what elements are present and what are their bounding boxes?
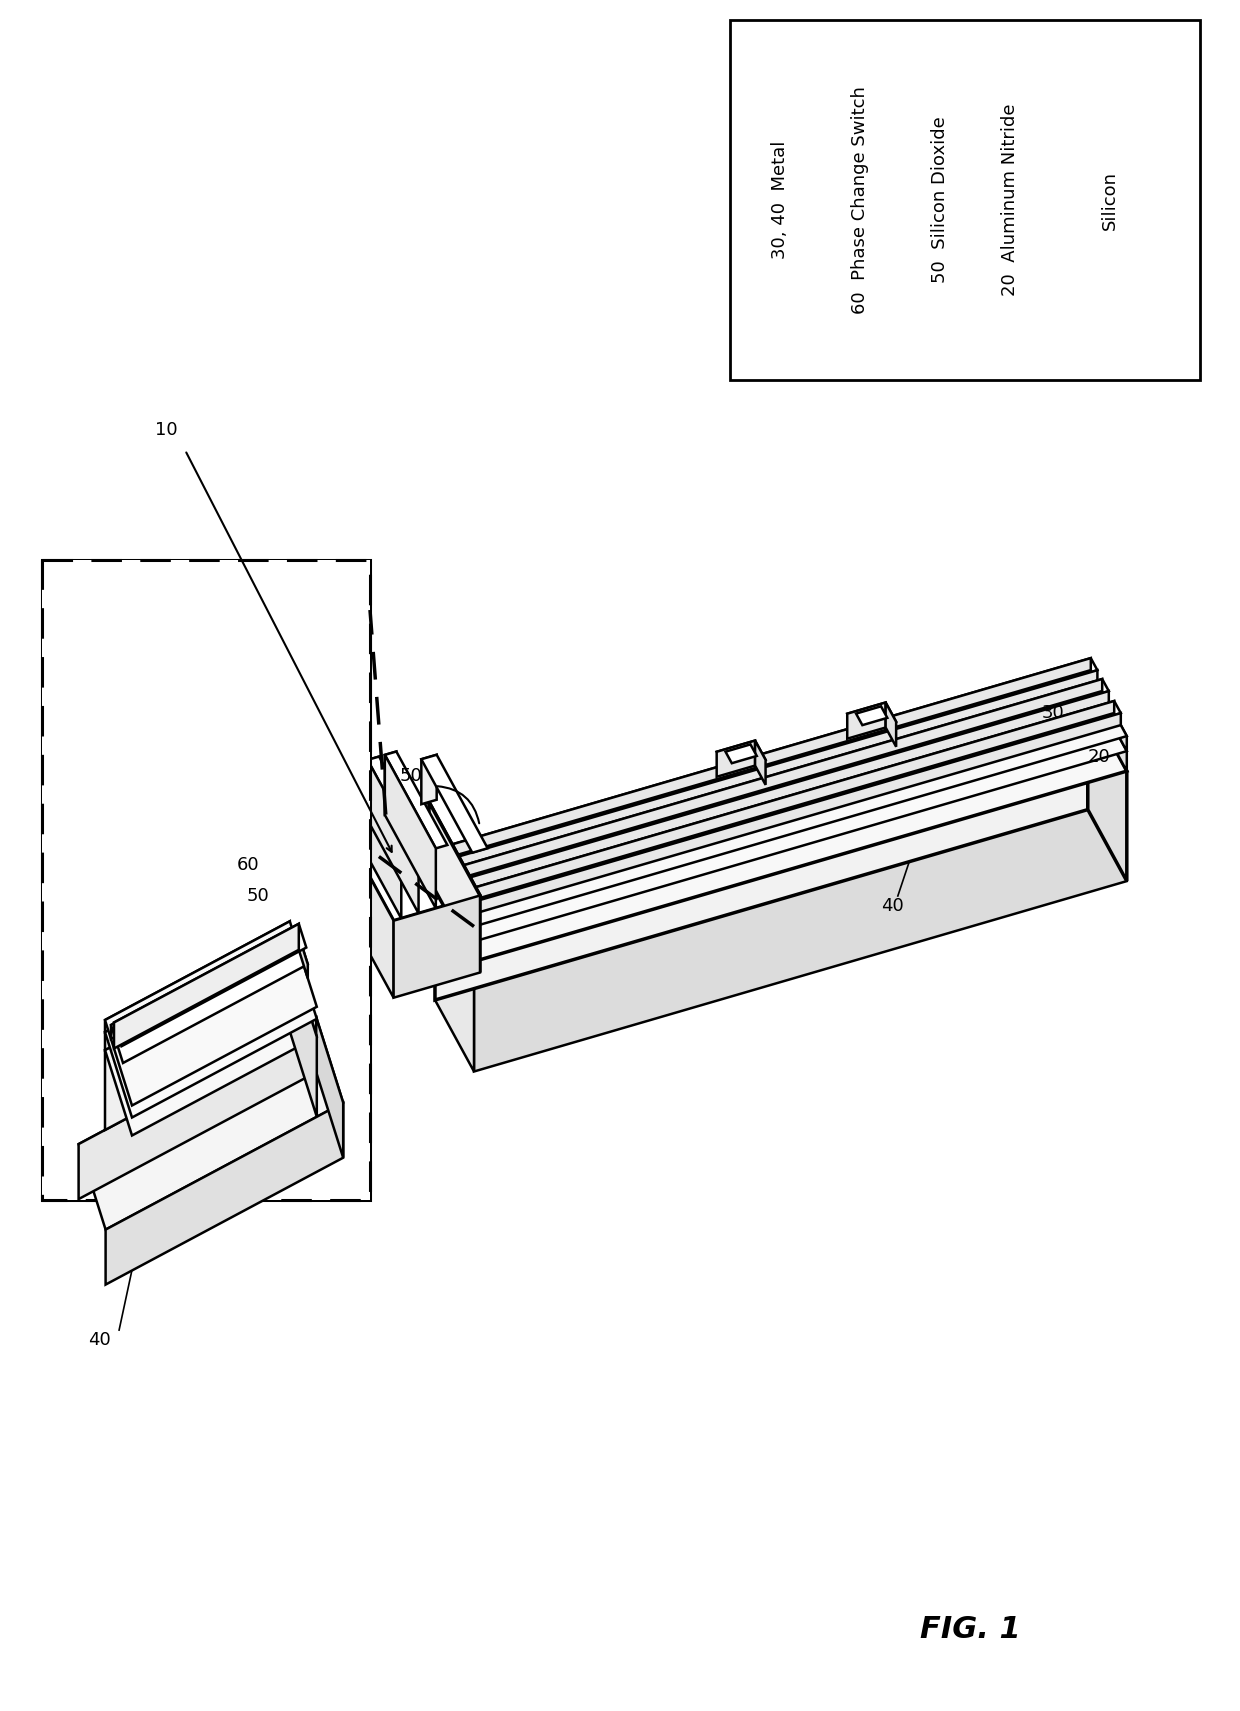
Text: 40: 40: [88, 1331, 110, 1348]
Polygon shape: [847, 703, 885, 739]
Polygon shape: [449, 679, 1109, 881]
Polygon shape: [445, 671, 1097, 873]
Polygon shape: [730, 21, 1200, 380]
Polygon shape: [1087, 664, 1127, 751]
Polygon shape: [435, 700, 1127, 962]
Text: FIG. 1: FIG. 1: [920, 1615, 1021, 1644]
Polygon shape: [438, 659, 1091, 861]
Polygon shape: [342, 802, 480, 921]
Polygon shape: [367, 760, 419, 914]
Polygon shape: [429, 802, 480, 972]
Polygon shape: [461, 702, 1121, 903]
Text: 50  Silicon Dioxide: 50 Silicon Dioxide: [931, 116, 949, 284]
Polygon shape: [438, 659, 1097, 861]
Polygon shape: [105, 921, 290, 1032]
Polygon shape: [435, 664, 1127, 926]
Polygon shape: [435, 679, 1087, 890]
Text: 40: 40: [882, 897, 904, 915]
Text: 20  Aluminum Nitride: 20 Aluminum Nitride: [1001, 104, 1019, 296]
Polygon shape: [112, 926, 296, 1039]
Polygon shape: [461, 702, 1115, 903]
Text: Silicon: Silicon: [1101, 171, 1118, 229]
Polygon shape: [78, 1018, 343, 1230]
Polygon shape: [725, 744, 756, 763]
Polygon shape: [367, 756, 430, 854]
Polygon shape: [856, 707, 888, 725]
Polygon shape: [316, 1018, 343, 1158]
Polygon shape: [422, 755, 436, 804]
Text: 20: 20: [1087, 748, 1110, 767]
Polygon shape: [112, 926, 308, 1063]
Polygon shape: [350, 761, 362, 825]
Polygon shape: [847, 703, 897, 732]
Polygon shape: [296, 926, 308, 979]
Polygon shape: [384, 751, 397, 814]
Polygon shape: [384, 755, 435, 909]
Polygon shape: [435, 664, 1087, 869]
Polygon shape: [350, 761, 413, 859]
Polygon shape: [717, 741, 765, 772]
Polygon shape: [885, 703, 897, 746]
Text: 10: 10: [155, 421, 177, 440]
Polygon shape: [435, 679, 1127, 941]
Polygon shape: [342, 826, 393, 998]
Polygon shape: [755, 741, 765, 785]
Polygon shape: [456, 691, 1109, 893]
Polygon shape: [1087, 679, 1127, 772]
Polygon shape: [435, 890, 474, 1071]
Polygon shape: [342, 802, 429, 903]
Polygon shape: [367, 756, 379, 820]
Polygon shape: [114, 924, 306, 1045]
Polygon shape: [717, 741, 755, 777]
Polygon shape: [105, 1102, 343, 1285]
Polygon shape: [474, 772, 1127, 1071]
Polygon shape: [105, 951, 316, 1136]
Polygon shape: [350, 765, 402, 919]
Polygon shape: [105, 932, 316, 1117]
Polygon shape: [393, 895, 480, 998]
Polygon shape: [42, 559, 370, 1199]
Text: 50: 50: [247, 888, 269, 905]
Polygon shape: [105, 921, 316, 1105]
Polygon shape: [105, 932, 290, 1051]
Polygon shape: [114, 924, 299, 1049]
Text: 30, 40  Metal: 30, 40 Metal: [771, 140, 789, 258]
Polygon shape: [42, 559, 370, 1199]
Polygon shape: [435, 700, 1087, 999]
Polygon shape: [78, 1018, 316, 1199]
Polygon shape: [105, 951, 290, 1129]
Text: 30: 30: [1042, 705, 1065, 722]
Polygon shape: [1087, 700, 1127, 881]
Text: 60  Phase Change Switch: 60 Phase Change Switch: [851, 86, 869, 313]
Text: 60: 60: [237, 856, 259, 874]
Text: 50: 50: [399, 767, 423, 785]
Polygon shape: [422, 755, 487, 852]
Polygon shape: [290, 951, 316, 1117]
Polygon shape: [449, 679, 1102, 881]
Polygon shape: [384, 751, 448, 849]
Polygon shape: [467, 713, 1121, 915]
